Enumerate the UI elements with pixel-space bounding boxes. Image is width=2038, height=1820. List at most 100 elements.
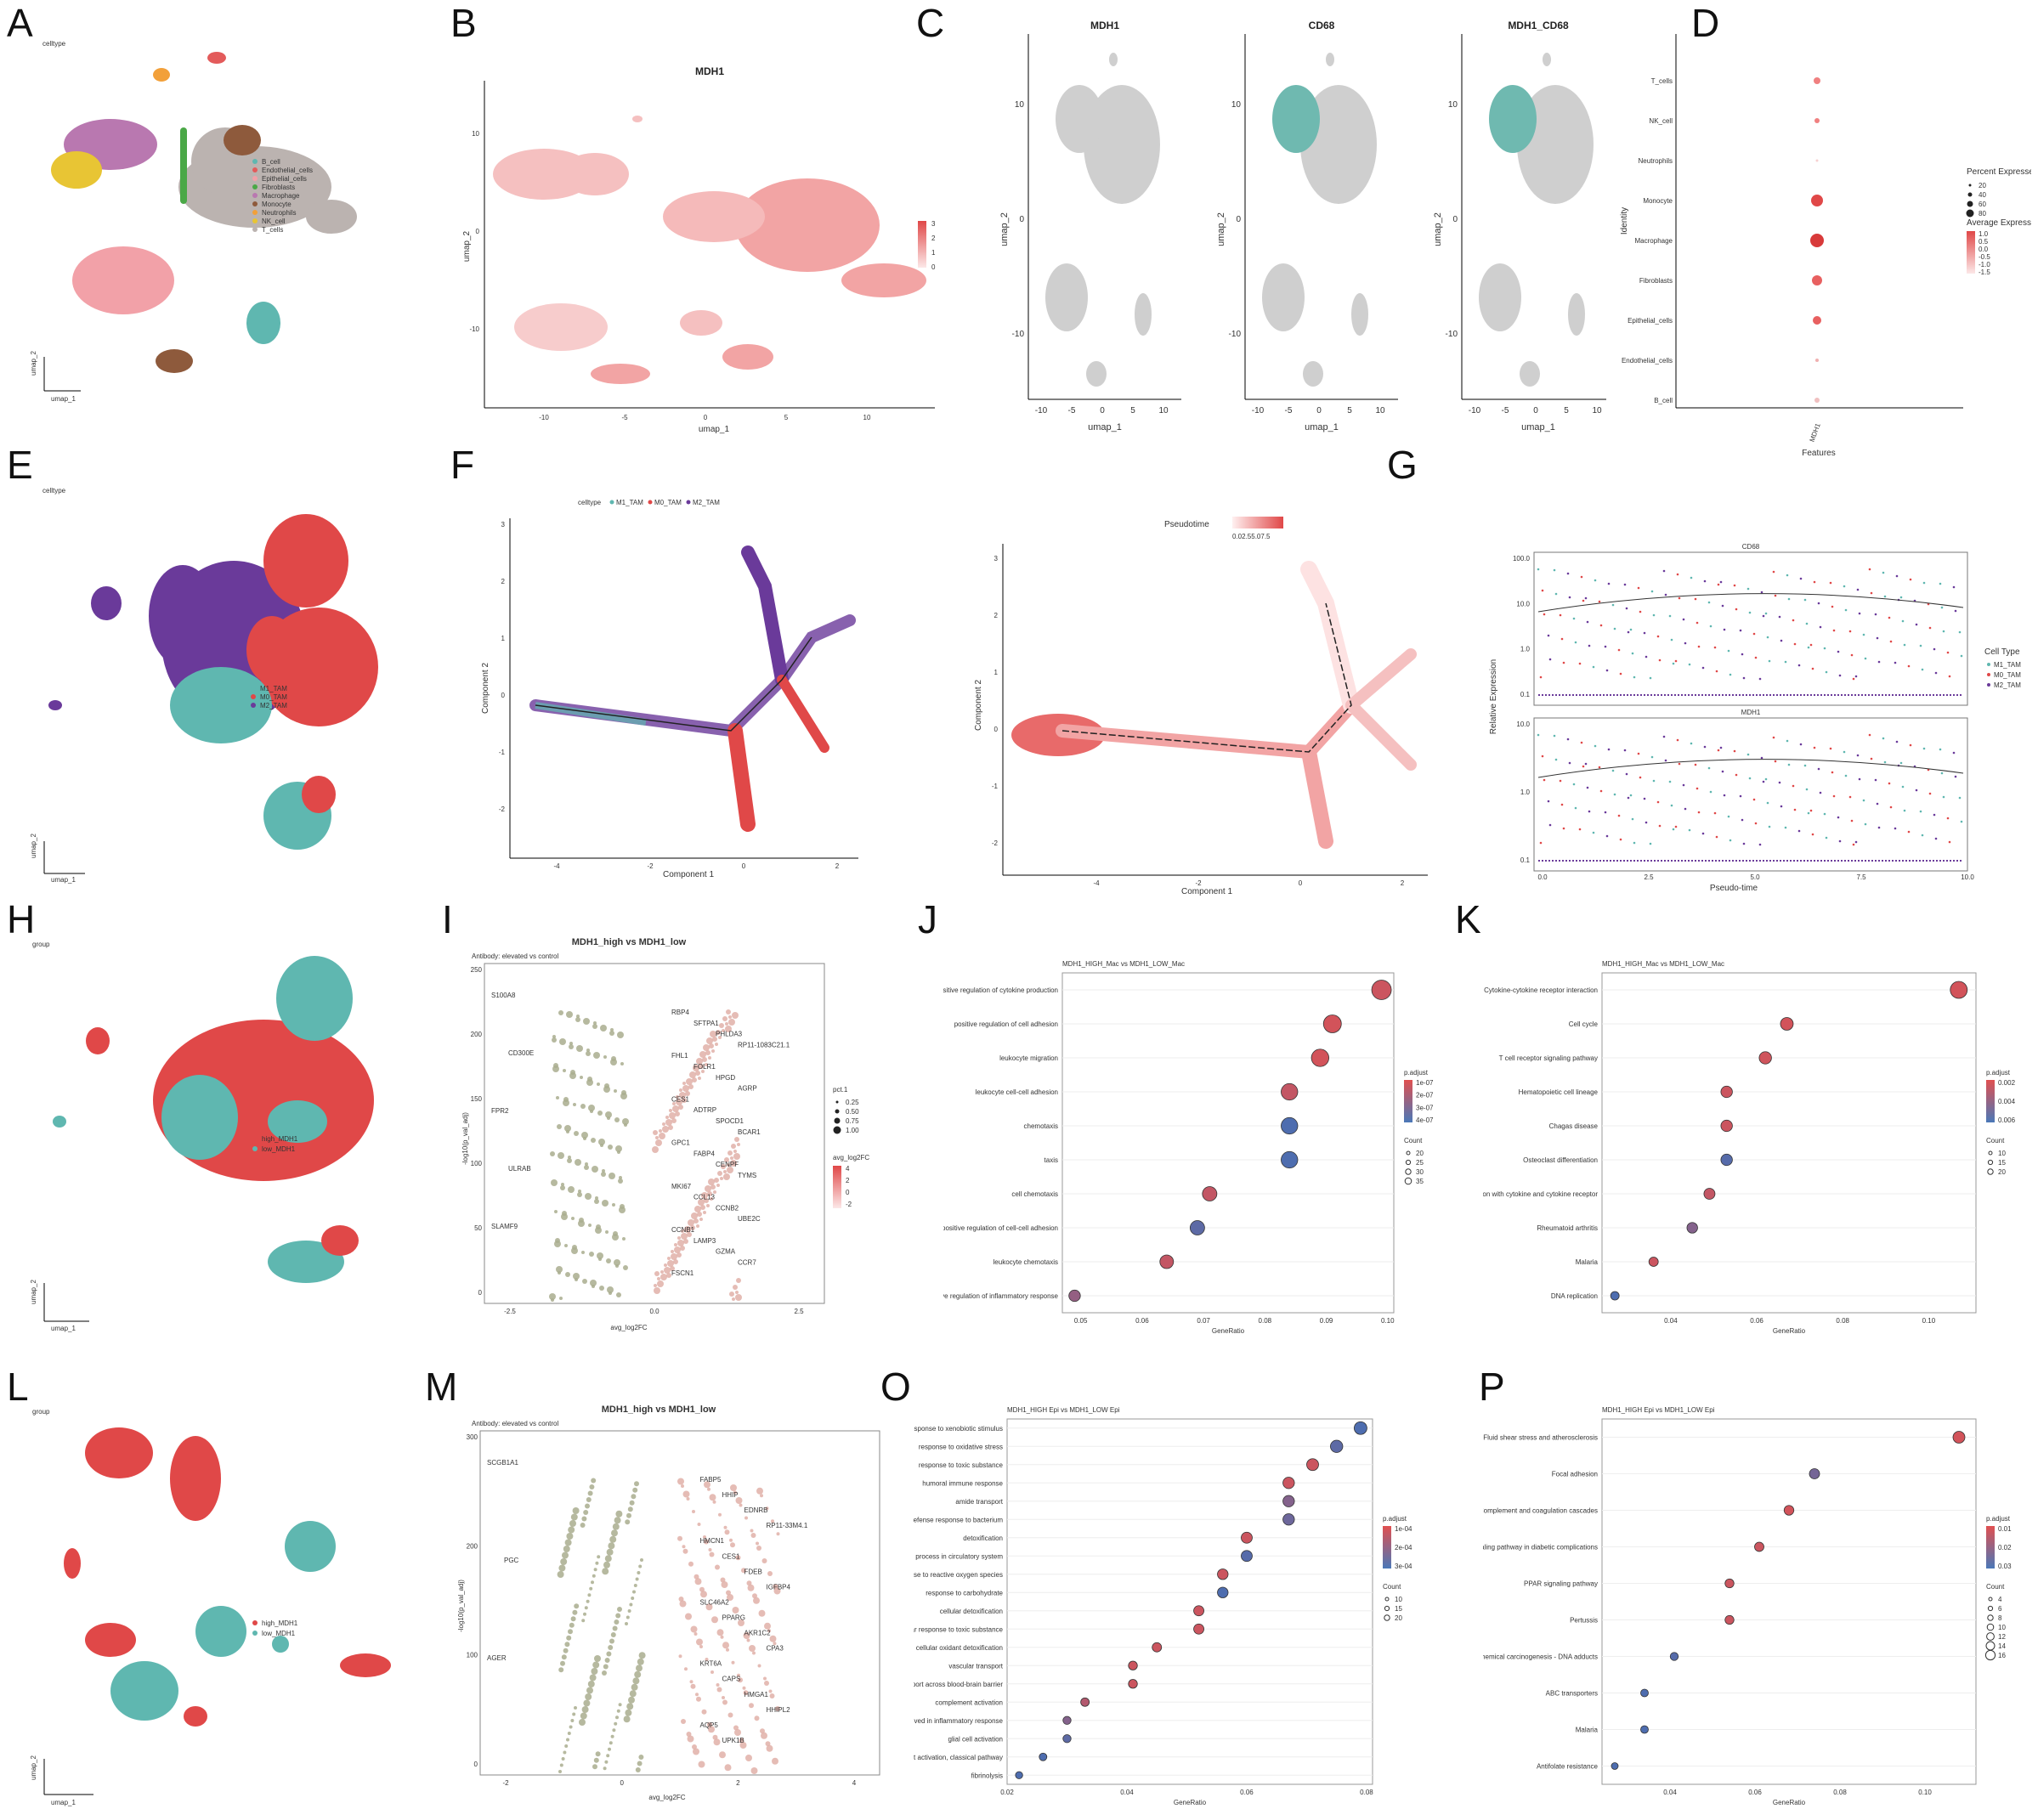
- volcano-point: [582, 1279, 587, 1284]
- expression-point: [1831, 771, 1834, 774]
- volcano-point: [704, 1539, 709, 1545]
- umap-cloud: [1135, 293, 1152, 336]
- expression-point: [1652, 779, 1656, 783]
- expression-point: [1915, 623, 1918, 626]
- term-label: leukocyte chemotaxis: [994, 1258, 1058, 1266]
- gene-label-right: CCL13: [693, 1194, 715, 1201]
- y-tick-label: 1.0: [1520, 788, 1531, 796]
- y-tick-label: 1.0: [1520, 646, 1531, 653]
- gene-label-right: FABP5: [700, 1476, 722, 1484]
- expression-point: [1786, 574, 1789, 577]
- dot-mark: [1811, 195, 1823, 206]
- y-axis-label: umap_2: [999, 212, 1010, 246]
- volcano-point: [558, 1667, 564, 1673]
- legend-label: M1_TAM: [616, 499, 643, 506]
- panel-letter-j: J: [918, 897, 937, 941]
- volcano-point: [688, 1561, 693, 1567]
- expression-point: [1741, 653, 1744, 656]
- volcano-point: [735, 1555, 741, 1561]
- legend-swatch: [252, 1620, 258, 1625]
- volcano-point: [700, 1591, 707, 1598]
- y-tick-label: 10: [1231, 100, 1242, 110]
- row-label: NK_cell: [1649, 117, 1673, 125]
- volcano-point: [719, 1751, 726, 1759]
- volcano-point: [560, 1660, 565, 1666]
- volcano-point: [667, 1260, 674, 1267]
- volcano-point: [618, 1703, 622, 1707]
- volcano-point: [551, 1179, 558, 1186]
- y-tick-label: 0: [478, 1289, 483, 1297]
- expression-point: [1946, 651, 1950, 654]
- expression-point: [1715, 670, 1718, 673]
- legend-size-dot: [1966, 209, 1974, 218]
- gene-label-right: GPC1: [671, 1139, 690, 1147]
- volcano-point: [682, 1082, 686, 1085]
- volcano-point: [723, 1525, 727, 1529]
- expression-point: [1566, 738, 1570, 741]
- volcano-point: [712, 1734, 718, 1740]
- enrichment-dot: [1724, 1578, 1735, 1589]
- expression-point: [1809, 809, 1813, 812]
- volcano-point: [558, 1564, 566, 1572]
- term-label: Fluid shear stress and atherosclerosis: [1483, 1434, 1598, 1442]
- expression-point: [1928, 626, 1932, 630]
- expression-point: [1643, 631, 1646, 635]
- gene-label-right: AGRP: [738, 1085, 757, 1093]
- volcano-point: [603, 1766, 607, 1771]
- volcano-point: [638, 1755, 644, 1760]
- enrichment-dot: [1330, 1439, 1344, 1453]
- expression-point: [1588, 810, 1591, 813]
- x-tick-label: -4: [1093, 879, 1100, 887]
- expression-point: [1733, 749, 1736, 753]
- plot-title: MDH1_HIGH_Mac vs MDH1_LOW_Mac: [1602, 960, 1724, 968]
- panel-a: celltype umap_1 umap_2 B_cell Endothelial…: [25, 34, 425, 408]
- dot-mark: [1814, 118, 1820, 123]
- legend-size-dot: [1986, 1623, 1995, 1631]
- term-label: positive regulation of inflammatory resp…: [943, 1292, 1059, 1300]
- expression-point: [1838, 674, 1842, 677]
- expression-point: [1882, 571, 1885, 574]
- volcano-point: [703, 1535, 706, 1539]
- volcano-point: [589, 1674, 597, 1682]
- volcano-point: [692, 1510, 695, 1513]
- expression-point: [1643, 797, 1646, 800]
- volcano-point: [702, 1057, 707, 1062]
- expression-point: [1793, 642, 1797, 646]
- gene-label-right: SFTPA1: [693, 1020, 719, 1027]
- enrichment-dot: [1128, 1679, 1138, 1689]
- expression-point: [1819, 791, 1822, 794]
- volcano-point: [567, 1732, 571, 1735]
- volcano-point: [576, 1015, 580, 1018]
- volcano-point: [558, 1152, 564, 1159]
- gene-label-right: UPK1B: [722, 1737, 744, 1744]
- volcano-point: [570, 1719, 575, 1722]
- y-tick-label: 150: [471, 1095, 483, 1103]
- legend-color-label: 2e-04: [1395, 1544, 1412, 1552]
- volcano-point: [724, 1529, 730, 1535]
- pseudotime-scale: [1232, 517, 1283, 528]
- enrichment-dot: [1610, 1291, 1620, 1301]
- volcano-point: [569, 1044, 574, 1049]
- panel-letter-d: D: [1691, 1, 1720, 45]
- volcano-point: [609, 1031, 614, 1036]
- legend-group: high_MDH1 low_MDH1: [252, 1135, 298, 1153]
- expression-point: [1811, 833, 1814, 836]
- term-label: Chagas disease: [1549, 1122, 1599, 1130]
- feature-title: MDH1: [1090, 20, 1119, 31]
- plot-title: MDH1_HIGH_Mac vs MDH1_LOW_Mac: [1062, 960, 1185, 968]
- volcano-point: [698, 1199, 705, 1206]
- dot-mark: [1810, 234, 1824, 247]
- legend-color-label: -2: [846, 1201, 852, 1208]
- enrichment-dot: [1193, 1623, 1204, 1635]
- legend-size-title: Count: [1383, 1583, 1401, 1591]
- expression-point: [1592, 831, 1595, 834]
- legend-size-label: 40: [1979, 191, 1986, 199]
- gene-label-right: PHLDA3: [716, 1031, 743, 1038]
- legend-label: M1_TAM: [1994, 661, 2021, 669]
- expression-point: [1928, 792, 1932, 795]
- volcano-point: [668, 1125, 673, 1130]
- legend-size-dot: [1988, 1150, 1993, 1156]
- volcano-point: [693, 1748, 699, 1755]
- plot-title: MDH1_HIGH Epi vs MDH1_LOW Epi: [1602, 1406, 1715, 1414]
